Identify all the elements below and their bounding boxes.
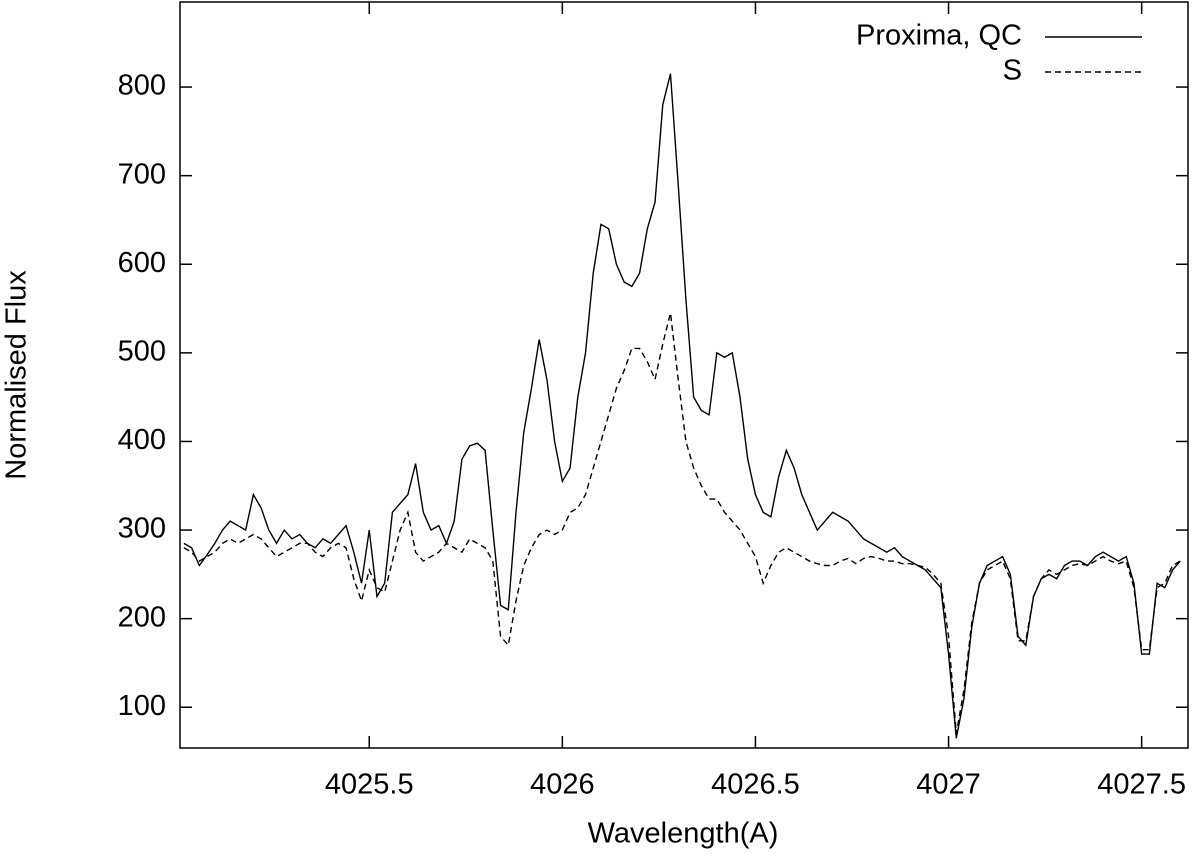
legend-label: S <box>1003 55 1022 87</box>
x-tick-label: 4027.5 <box>1097 769 1186 801</box>
legend-label: Proxima, QC <box>856 20 1022 52</box>
y-tick-label: 200 <box>118 601 166 633</box>
x-axis-label: Wavelength(A) <box>588 818 779 850</box>
x-tick-label: 4027 <box>916 769 981 801</box>
series-line <box>183 312 1181 734</box>
y-tick-label: 100 <box>118 690 166 722</box>
x-tick-label: 4025.5 <box>325 769 414 801</box>
y-tick-label: 600 <box>118 247 166 279</box>
y-tick-label: 700 <box>118 158 166 190</box>
y-tick-label: 400 <box>118 424 166 456</box>
y-axis-label: Normalised Flux <box>1 270 33 480</box>
plot-frame <box>179 1 1189 749</box>
x-tick-label: 4026 <box>530 769 595 801</box>
y-tick-label: 300 <box>118 513 166 545</box>
y-tick-label: 500 <box>118 336 166 368</box>
y-tick-label: 800 <box>118 70 166 102</box>
x-tick-label: 4026.5 <box>711 769 800 801</box>
